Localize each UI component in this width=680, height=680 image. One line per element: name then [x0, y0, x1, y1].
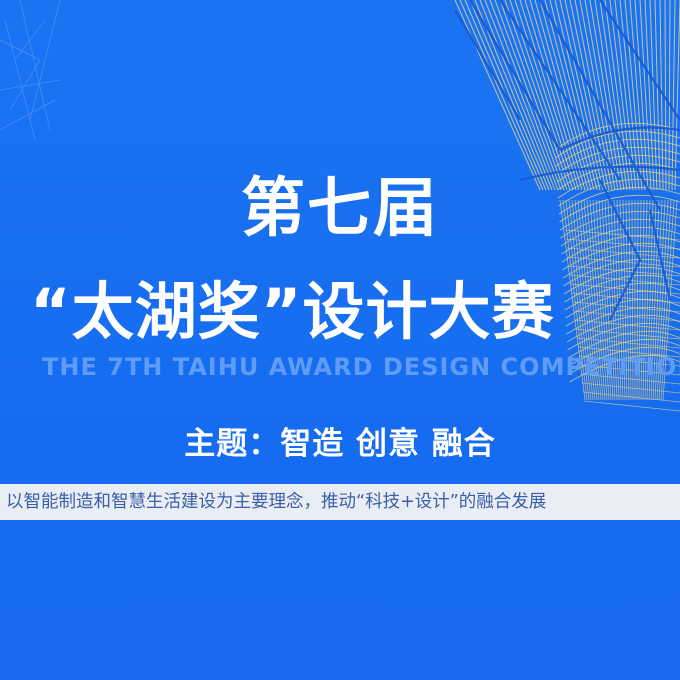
- title-line-1: 第七届: [241, 172, 439, 246]
- description-strip: 以智能制造和智慧生活建设为主要理念，推动“科技+设计”的融合发展: [0, 484, 680, 520]
- theme-line: 主题：智造 创意 融合: [184, 426, 496, 462]
- description-text: 以智能制造和智慧生活建设为主要理念，推动“科技+设计”的融合发展: [6, 492, 547, 512]
- title-line-2: “太湖奖”设计大赛: [30, 275, 555, 348]
- english-subtitle: THE 7TH TAIHU AWARD DESIGN COMPETITION: [42, 353, 680, 381]
